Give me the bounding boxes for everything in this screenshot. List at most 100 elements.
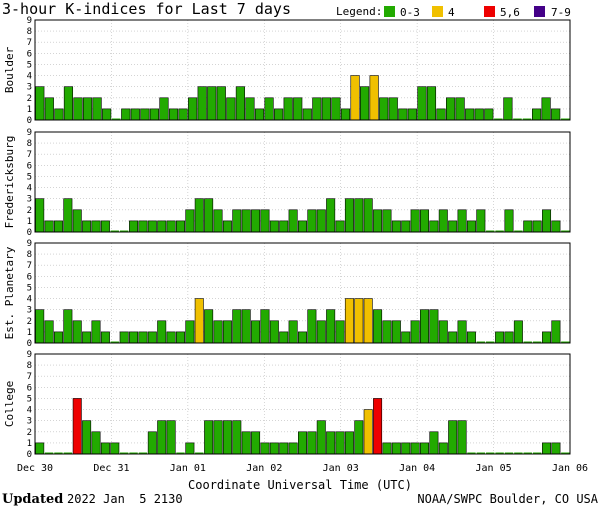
y-tick-label: 8 <box>27 361 32 371</box>
k-index-bar <box>551 108 561 121</box>
k-index-bar <box>100 220 110 233</box>
k-index-bar <box>532 220 542 233</box>
k-index-bar <box>438 209 448 233</box>
k-index-bar <box>279 442 289 455</box>
k-index-bar <box>298 220 307 233</box>
k-index-bar <box>503 97 513 121</box>
k-index-bar <box>213 420 223 455</box>
k-index-bar <box>274 108 284 121</box>
k-index-bar <box>100 442 110 455</box>
k-index-bar <box>213 320 223 344</box>
k-index-bar <box>340 108 351 121</box>
y-tick-label: 5 <box>27 172 32 182</box>
y-tick-label: 4 <box>27 295 32 305</box>
legend-label: Legend: <box>336 5 382 18</box>
k-index-bar <box>194 198 204 233</box>
k-index-bar <box>91 320 101 344</box>
k-index-bar <box>44 220 54 233</box>
k-index-bar <box>514 452 523 454</box>
k-index-bar <box>147 220 157 233</box>
k-index-bar <box>35 309 45 344</box>
k-index-bar <box>316 320 326 344</box>
k-index-bar <box>176 452 185 454</box>
legend-item-label: 4 <box>448 6 455 19</box>
legend-swatch <box>432 6 443 17</box>
k-index-bar <box>350 75 360 121</box>
k-index-bar <box>344 298 354 344</box>
k-index-bar <box>232 209 242 233</box>
k-index-bar <box>457 209 467 233</box>
k-index-bar <box>138 331 148 344</box>
k-index-bar <box>204 198 214 233</box>
k-index-bar <box>204 420 214 455</box>
k-index-bar <box>168 108 179 121</box>
k-index-bar <box>382 442 392 455</box>
k-index-bar <box>129 220 139 233</box>
k-index-bar <box>410 320 420 344</box>
k-index-bar <box>307 209 317 233</box>
k-index-bar <box>494 118 503 120</box>
k-index-bar <box>302 108 312 121</box>
k-index-bar <box>363 409 373 455</box>
k-index-bar <box>129 452 138 454</box>
k-index-bar <box>241 209 251 233</box>
k-index-bar <box>166 331 176 344</box>
k-index-bar <box>44 452 54 454</box>
k-index-bar <box>72 320 82 344</box>
k-index-bar <box>486 230 495 232</box>
y-tick-label: 9 <box>27 350 32 360</box>
k-index-bar <box>561 452 570 454</box>
y-tick-label: 1 <box>27 328 32 338</box>
chart-panels: 0123456789Boulder0123456789Fredericksbur… <box>3 16 571 460</box>
panel-frame <box>34 353 571 455</box>
k-index-bar <box>157 420 167 455</box>
k-index-bar <box>455 97 465 121</box>
k-index-bar <box>63 452 73 454</box>
k-index-bar <box>232 309 242 344</box>
k-index-bar <box>216 86 226 121</box>
k-index-bar <box>254 108 265 121</box>
legend-item-label: 0-3 <box>400 6 420 19</box>
k-index-bar <box>185 320 195 344</box>
k-index-bar <box>130 108 140 121</box>
k-index-bar <box>110 230 119 232</box>
k-index-bar <box>335 220 345 233</box>
k-index-bar <box>100 331 110 344</box>
k-index-bar <box>551 220 561 233</box>
k-index-bar <box>446 97 456 121</box>
updated-timestamp: 2022 Jan 5 2130 <box>67 492 183 506</box>
legend-item-label: 7-9 <box>551 6 571 19</box>
y-tick-label: 6 <box>27 161 32 171</box>
k-index-bar <box>429 220 439 233</box>
k-index-bar <box>542 331 552 344</box>
k-index-bar <box>467 452 476 454</box>
y-tick-label: 9 <box>27 239 32 249</box>
k-index-bar <box>484 108 494 121</box>
k-index-bar <box>111 118 121 120</box>
y-tick-label: 0 <box>27 450 32 460</box>
k-index-bar <box>326 198 336 233</box>
k-index-bar <box>410 442 420 455</box>
k-index-bar <box>486 452 495 454</box>
x-tick-label: Jan 02 <box>246 463 282 474</box>
k-index-bar <box>531 108 542 121</box>
y-tick-label: 3 <box>27 83 32 93</box>
k-index-bar <box>532 452 542 454</box>
k-index-bar <box>495 452 504 454</box>
k-index-bar <box>448 331 458 344</box>
station-label: Boulder <box>3 46 16 93</box>
k-index-bar <box>373 309 383 344</box>
x-tick-label: Jan 01 <box>170 463 206 474</box>
k-index-bar <box>331 97 341 121</box>
k-index-bar <box>560 118 570 120</box>
k-index-bar <box>457 320 467 344</box>
y-tick-label: 2 <box>27 428 32 438</box>
k-index-bar <box>35 198 45 233</box>
k-index-bar <box>260 309 270 344</box>
y-tick-label: 9 <box>27 16 32 26</box>
k-index-bar <box>73 97 83 121</box>
k-index-bar <box>91 220 101 233</box>
k-index-bar <box>82 220 92 233</box>
